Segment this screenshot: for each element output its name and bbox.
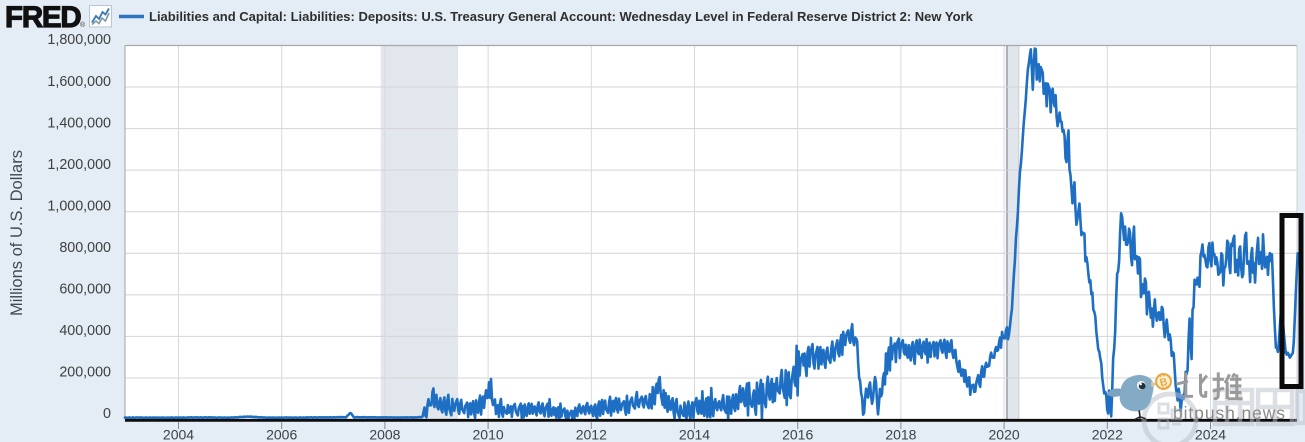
svg-text:600,000: 600,000 <box>59 282 111 298</box>
svg-text:200,000: 200,000 <box>59 365 111 381</box>
svg-text:2022: 2022 <box>1092 427 1123 442</box>
svg-text:bitpush.news: bitpush.news <box>1173 403 1286 423</box>
svg-text:FRED: FRED <box>5 1 81 34</box>
svg-text:800,000: 800,000 <box>59 240 111 256</box>
svg-text:1,000,000: 1,000,000 <box>47 198 111 214</box>
svg-text:2004: 2004 <box>163 427 194 442</box>
svg-text:2020: 2020 <box>989 427 1020 442</box>
svg-text:2024: 2024 <box>1195 427 1226 442</box>
svg-text:1,800,000: 1,800,000 <box>47 32 111 48</box>
svg-text:2016: 2016 <box>782 427 813 442</box>
svg-text:2014: 2014 <box>679 427 710 442</box>
svg-text:0: 0 <box>103 406 111 422</box>
svg-text:1,400,000: 1,400,000 <box>47 115 111 131</box>
svg-text:2018: 2018 <box>885 427 916 442</box>
svg-text:B: B <box>1159 376 1170 390</box>
svg-text:2006: 2006 <box>266 427 297 442</box>
svg-text:Millions of U.S. Dollars: Millions of U.S. Dollars <box>8 150 26 316</box>
svg-text:400,000: 400,000 <box>59 323 111 339</box>
svg-text:®: ® <box>80 21 86 29</box>
svg-text:Liabilities and Capital: Liabi: Liabilities and Capital: Liabilities: De… <box>149 9 974 24</box>
svg-text:2010: 2010 <box>473 427 504 442</box>
svg-text:2012: 2012 <box>576 427 607 442</box>
svg-text:1,200,000: 1,200,000 <box>47 157 111 173</box>
svg-text:1,600,000: 1,600,000 <box>47 74 111 90</box>
svg-text:2008: 2008 <box>369 427 400 442</box>
